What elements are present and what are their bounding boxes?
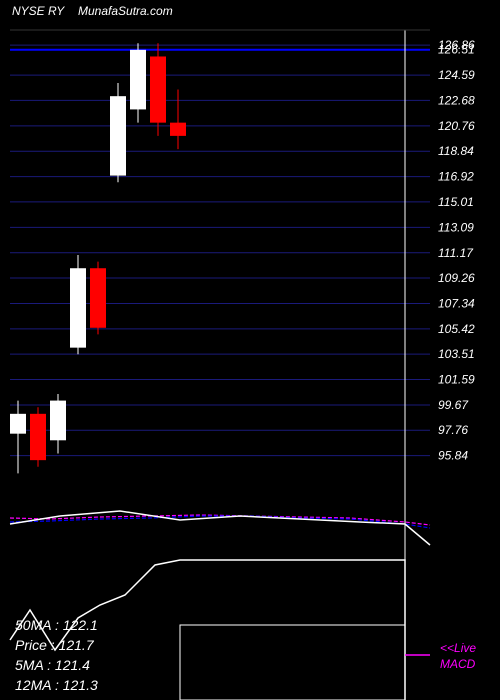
chart-canvas: NYSE RYMunafaSutra.com126.86126.51124.59… [0, 0, 500, 700]
candle-body [30, 414, 46, 460]
price-level-label: 115.01 [438, 195, 474, 209]
candle-body [130, 50, 146, 110]
price-level-label: 116.92 [438, 170, 474, 184]
ticker-label: NYSE RY [12, 4, 65, 18]
candle-body [70, 268, 86, 347]
stat-price: Price : 121.7 [15, 637, 95, 653]
price-level-label: 124.59 [438, 68, 475, 82]
price-level-label: 109.26 [438, 271, 475, 285]
source-label: MunafaSutra.com [78, 4, 173, 18]
price-level-label: 118.84 [438, 144, 474, 158]
price-level-label: 103.51 [438, 347, 475, 361]
candle-body [170, 123, 186, 136]
macd-annotation: MACD [440, 657, 476, 671]
price-level-label: 107.34 [438, 296, 475, 310]
price-level-label: 126.51 [438, 43, 475, 57]
price-level-label: 111.17 [438, 246, 474, 260]
candle-body [90, 268, 106, 328]
candle-body [110, 96, 126, 175]
stat-ma5: 5MA : 121.4 [15, 657, 90, 673]
stock-chart: NYSE RYMunafaSutra.com126.86126.51124.59… [0, 0, 500, 700]
stat-ma50: 50MA : 122.1 [15, 617, 98, 633]
candle-body [50, 401, 66, 441]
price-level-label: 99.67 [438, 398, 469, 412]
price-level-label: 120.76 [438, 119, 475, 133]
price-level-label: 97.76 [438, 423, 468, 437]
price-level-label: 105.42 [438, 322, 475, 336]
price-level-label: 95.84 [438, 449, 468, 463]
price-level-label: 113.09 [438, 220, 474, 234]
candle-body [10, 414, 26, 434]
price-level-label: 101.59 [438, 373, 475, 387]
stat-ma12: 12MA : 121.3 [15, 677, 98, 693]
candle-body [150, 56, 166, 122]
price-level-label: 122.68 [438, 93, 475, 107]
live-annotation: <<Live [440, 641, 476, 655]
